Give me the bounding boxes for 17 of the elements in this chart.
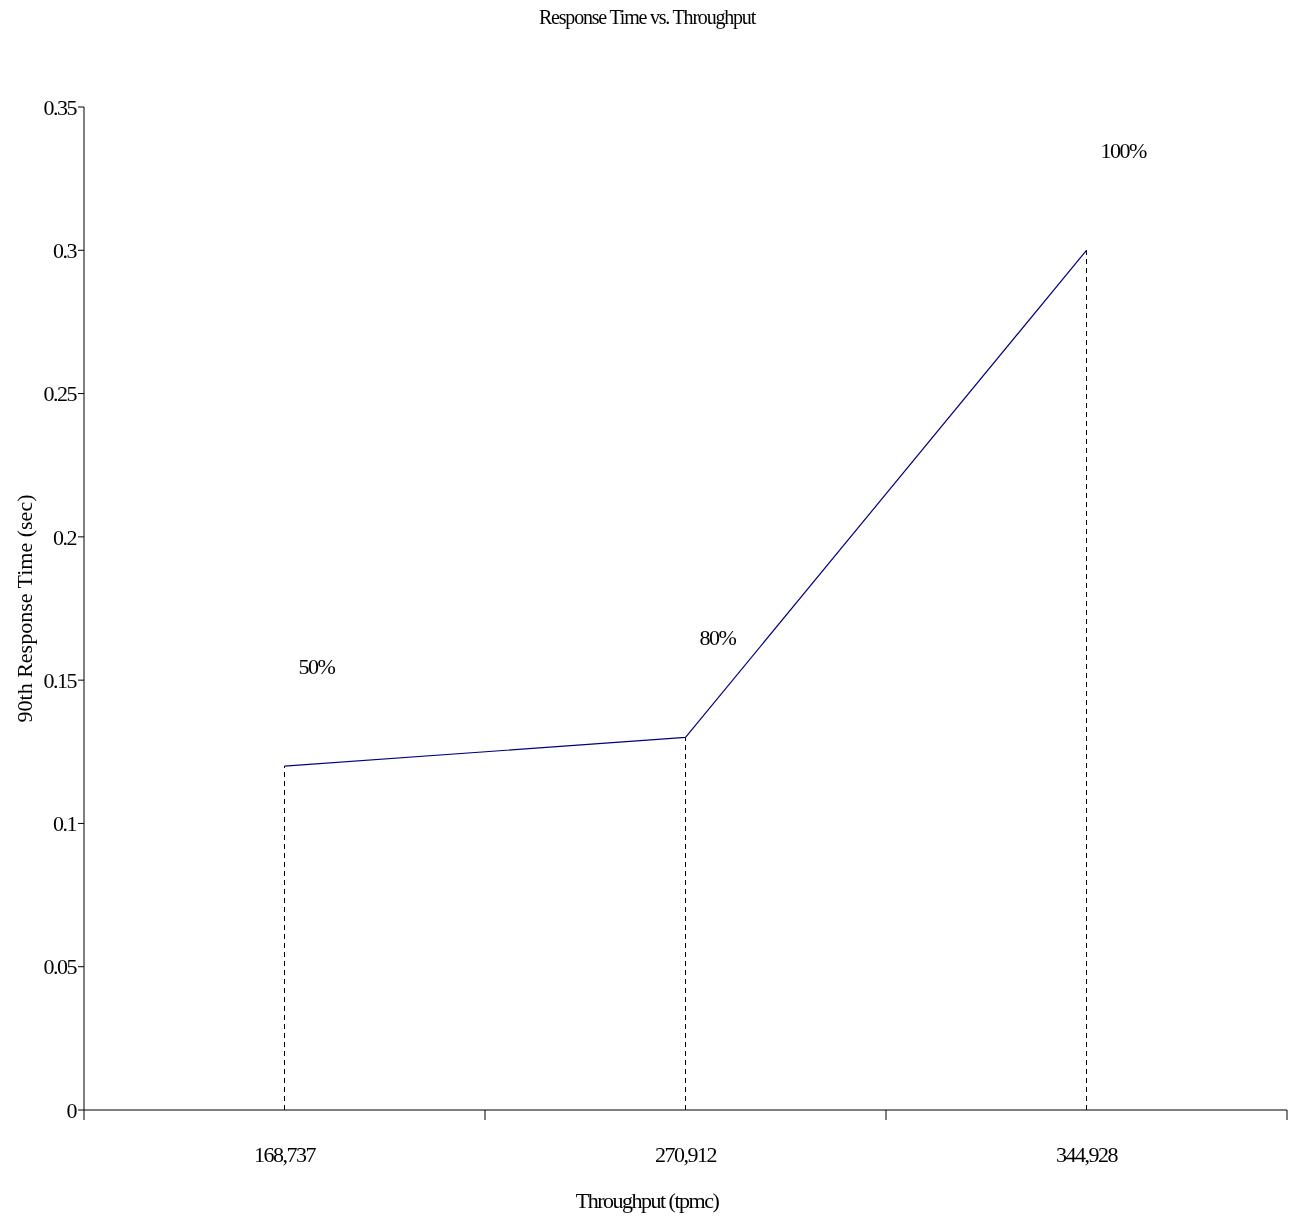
x-tick-label: 344,928	[1056, 1142, 1119, 1167]
y-tick-label: 0.25	[43, 381, 78, 407]
x-axis-title: Throughput (tpmc)	[575, 1188, 720, 1213]
annotation: 50%	[298, 653, 336, 679]
y-tick-label: 0.2	[53, 524, 77, 550]
annotation: 80%	[699, 625, 737, 651]
y-tick-label: 0.3	[53, 237, 78, 263]
chart-title: Response Time vs. Throughput	[538, 6, 757, 29]
y-tick-label: 0.1	[53, 811, 77, 837]
y-axis-title: 90th Response Time (sec)	[12, 494, 37, 723]
y-tick-label: 0.35	[43, 94, 78, 120]
y-tick-label: 0.05	[43, 954, 78, 980]
x-tick-label: 270,912	[655, 1142, 717, 1167]
annotation: 100%	[1100, 137, 1147, 163]
y-tick-label: 0.15	[43, 667, 78, 693]
y-tick-label: 0	[66, 1097, 78, 1123]
x-tick-label: 168,737	[254, 1142, 317, 1167]
